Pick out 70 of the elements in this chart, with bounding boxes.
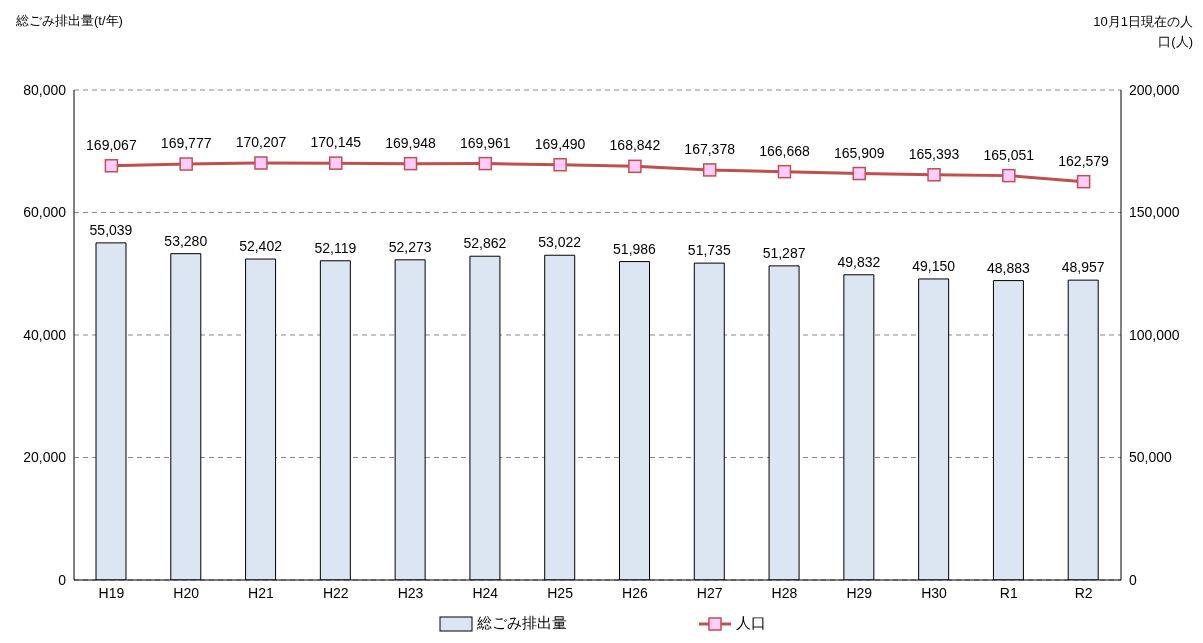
- point: [628, 159, 642, 174]
- x-tick-label: H24: [472, 584, 499, 601]
- point: [852, 166, 866, 181]
- data-label: 48,883: [987, 259, 1031, 276]
- x-tick-label: H25: [547, 584, 574, 601]
- data-label: 169,961: [460, 134, 511, 151]
- data-label: 166,668: [759, 142, 810, 159]
- data-label: 168,842: [609, 137, 661, 154]
- data-label: 170,207: [235, 133, 287, 150]
- data-label: 169,490: [534, 135, 586, 152]
- x-tick-label: H30: [921, 584, 948, 601]
- x-tick-label: R1: [999, 584, 1018, 601]
- x-tick-label: H28: [771, 584, 798, 601]
- y2-tick-label: 100,000: [1129, 326, 1180, 343]
- data-label: 169,067: [86, 136, 137, 153]
- point: [403, 156, 418, 171]
- data-label: 162,579: [1058, 152, 1110, 169]
- x-tick-label: H21: [248, 584, 275, 601]
- legend-label: 総ごみ排出量: [475, 614, 567, 633]
- data-label: 170,145: [310, 134, 362, 151]
- data-label: 169,777: [160, 135, 212, 152]
- x-tick-label: H19: [98, 584, 125, 601]
- data-label: 165,051: [983, 146, 1035, 163]
- data-label: 52,273: [388, 238, 432, 255]
- point: [329, 156, 343, 170]
- x-tick-label: H26: [622, 584, 648, 601]
- point: [702, 163, 717, 177]
- point: [179, 157, 193, 171]
- y-tick-label: 40,000: [23, 326, 67, 343]
- data-label: 51,287: [762, 244, 806, 261]
- x-tick-label: R2: [1074, 584, 1093, 601]
- data-label: 52,402: [239, 238, 283, 255]
- x-tick-label: H20: [173, 584, 200, 601]
- y2-tick-label: 50,000: [1129, 449, 1173, 466]
- y-tick-label: 20,000: [23, 449, 67, 466]
- data-label: 165,909: [833, 144, 885, 161]
- data-label: 52,862: [463, 235, 507, 252]
- point: [1076, 174, 1091, 189]
- y-tick-label: 80,000: [23, 81, 67, 98]
- y2-tick-label: 200,000: [1129, 81, 1180, 98]
- point: [777, 164, 792, 179]
- legend-label: 人口: [734, 614, 766, 633]
- data-label: 167,378: [684, 140, 736, 157]
- x-tick-label: H27: [696, 584, 723, 601]
- point: [254, 156, 268, 170]
- data-label: 48,957: [1061, 259, 1105, 276]
- data-label: 51,986: [613, 240, 657, 257]
- data-label: 165,393: [908, 145, 960, 162]
- point: [1002, 168, 1016, 183]
- data-label: 51,735: [687, 242, 731, 259]
- point: [478, 156, 493, 171]
- point: [553, 158, 567, 172]
- point: [927, 168, 941, 182]
- data-label: 53,022: [538, 234, 582, 251]
- data-label: 55,039: [89, 221, 133, 238]
- data-label: 169,948: [385, 134, 437, 151]
- y-tick-label: 0: [58, 571, 67, 588]
- y2-tick-label: 0: [1129, 571, 1137, 588]
- x-tick-label: H23: [397, 584, 424, 601]
- x-tick-label: H29: [846, 584, 873, 601]
- y-axis-title: 総ごみ排出量(t/年): [16, 12, 123, 30]
- data-label: 53,280: [164, 232, 208, 249]
- y2-axis-title: 10月1日現在の人口(人): [1092, 13, 1193, 51]
- data-label: 49,150: [912, 257, 956, 274]
- data-label: 49,832: [837, 253, 881, 270]
- y-tick-label: 60,000: [23, 204, 67, 221]
- point: [104, 159, 119, 173]
- data-label: 52,119: [314, 239, 357, 256]
- x-tick-label: H22: [322, 584, 349, 601]
- y2-tick-label: 150,000: [1129, 204, 1180, 221]
